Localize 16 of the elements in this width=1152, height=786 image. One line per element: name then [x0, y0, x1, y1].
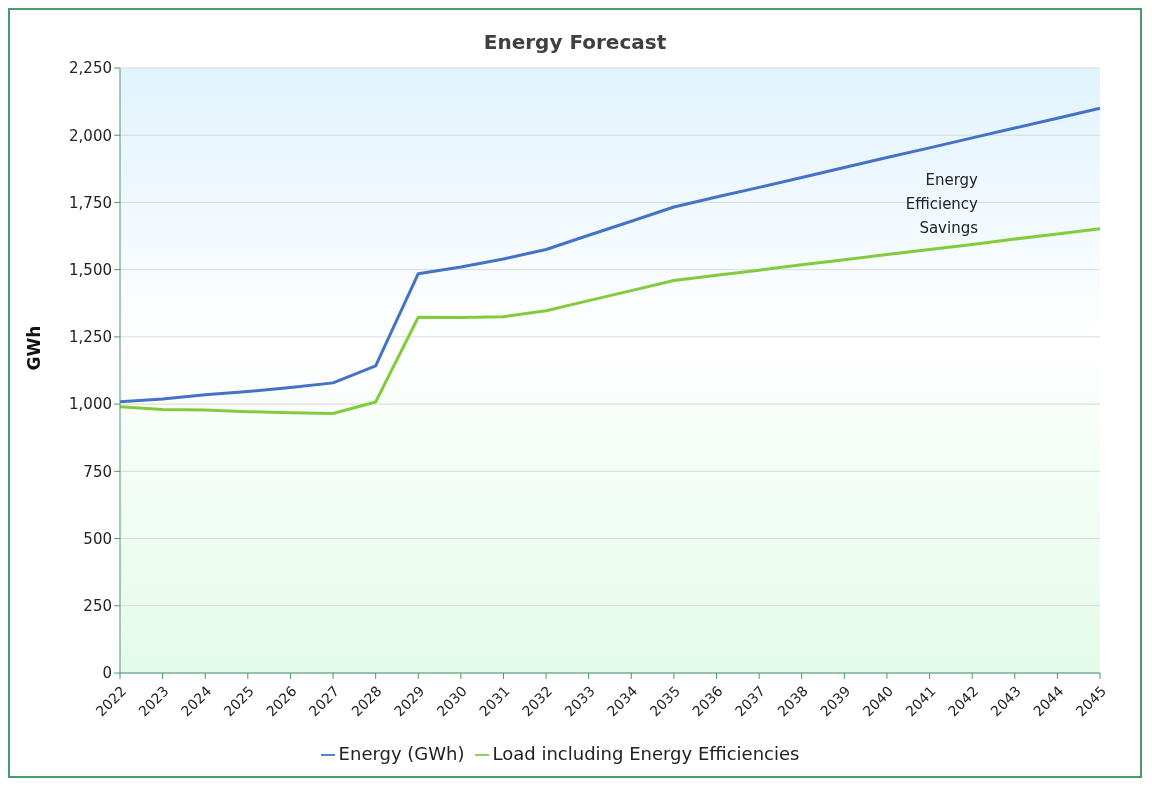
y-tick-label: 1,500	[69, 260, 112, 279]
annotation: Energy Efficiency Savings	[905, 170, 978, 239]
y-tick-label: 2,000	[69, 126, 112, 145]
y-tick-label: 750	[83, 462, 112, 481]
legend-label: Load including Energy Efficiencies	[492, 743, 800, 764]
y-tick-label: 500	[83, 529, 112, 548]
legend-label: Energy (GWh)	[338, 743, 465, 764]
y-tick-label: 250	[83, 597, 112, 616]
y-tick-label: 1,750	[69, 193, 112, 212]
chart-title: Energy Forecast	[482, 30, 668, 54]
line-series	[118, 106, 1102, 404]
y-tick-label: 1,000	[69, 395, 112, 414]
y-tick-label: 0	[102, 664, 112, 683]
y-tick-label: 2,250	[69, 59, 112, 78]
y-tick-label: 1,250	[69, 328, 112, 347]
y-axis-title: GWh	[24, 325, 45, 371]
